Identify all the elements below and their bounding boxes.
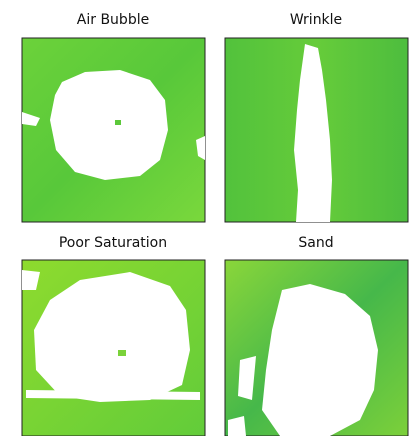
panel-title: Wrinkle [290, 12, 342, 28]
panel-title: Poor Saturation [59, 235, 167, 251]
panel-title: Sand [298, 235, 333, 251]
panel-title: Air Bubble [77, 12, 149, 28]
air-bubble-image [21, 37, 206, 223]
poor-saturation-image [21, 259, 206, 436]
sand-image [224, 259, 409, 436]
wrinkle-image [224, 37, 409, 223]
